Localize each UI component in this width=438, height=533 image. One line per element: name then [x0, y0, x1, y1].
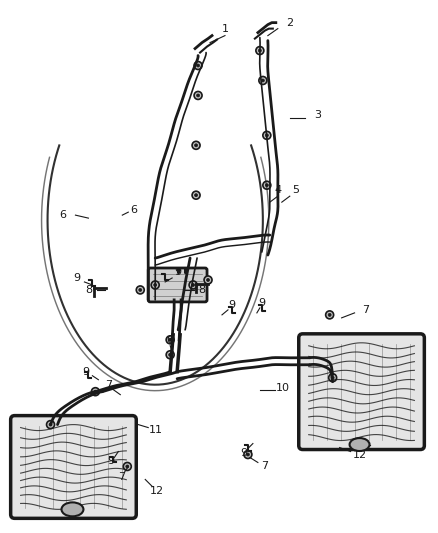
Circle shape [197, 64, 200, 67]
Circle shape [169, 353, 172, 356]
Text: 12: 12 [150, 487, 164, 496]
Circle shape [197, 94, 200, 97]
Circle shape [194, 61, 202, 69]
Circle shape [256, 46, 264, 54]
FancyBboxPatch shape [11, 416, 136, 518]
Circle shape [247, 453, 249, 456]
Text: 6: 6 [166, 335, 173, 345]
Text: 4: 4 [274, 185, 281, 195]
Circle shape [124, 463, 131, 471]
Text: 9: 9 [82, 367, 89, 377]
Text: 5: 5 [292, 185, 299, 195]
Text: 6: 6 [130, 205, 137, 215]
Ellipse shape [61, 503, 83, 516]
Text: 2: 2 [286, 18, 293, 28]
Text: 7: 7 [261, 462, 268, 472]
Text: 9: 9 [258, 298, 265, 308]
Circle shape [139, 288, 142, 292]
Text: 9: 9 [175, 267, 182, 277]
Text: 7: 7 [362, 305, 369, 315]
Circle shape [94, 390, 97, 393]
Circle shape [151, 281, 159, 289]
Circle shape [166, 336, 174, 344]
Text: 7: 7 [105, 379, 112, 390]
Circle shape [154, 284, 157, 286]
Circle shape [328, 313, 331, 317]
Text: 10: 10 [276, 383, 290, 393]
Circle shape [265, 184, 268, 187]
Circle shape [189, 281, 197, 289]
Text: 12: 12 [353, 449, 367, 459]
Text: 6: 6 [59, 210, 66, 220]
Circle shape [265, 134, 268, 137]
Circle shape [49, 423, 52, 426]
Circle shape [263, 181, 271, 189]
Circle shape [46, 421, 54, 429]
Circle shape [192, 191, 200, 199]
Circle shape [191, 284, 194, 286]
Circle shape [92, 387, 99, 395]
Circle shape [169, 338, 172, 341]
Circle shape [194, 144, 198, 147]
Circle shape [326, 311, 334, 319]
Circle shape [126, 465, 129, 468]
Text: 8: 8 [85, 285, 92, 295]
Text: 3: 3 [314, 110, 321, 120]
Circle shape [204, 276, 212, 284]
Text: 9: 9 [228, 300, 236, 310]
Text: 9: 9 [73, 273, 80, 283]
Text: 9: 9 [107, 456, 114, 466]
FancyBboxPatch shape [299, 334, 424, 449]
Text: 1: 1 [222, 23, 229, 34]
Text: 9: 9 [240, 448, 247, 457]
Circle shape [261, 79, 265, 82]
Text: 7: 7 [118, 472, 125, 482]
Text: 8: 8 [198, 285, 205, 295]
Circle shape [258, 49, 261, 52]
Circle shape [194, 92, 202, 100]
Circle shape [331, 376, 334, 379]
Ellipse shape [350, 438, 370, 451]
FancyBboxPatch shape [148, 268, 207, 302]
Text: 11: 11 [149, 425, 163, 434]
Circle shape [192, 141, 200, 149]
Circle shape [244, 450, 252, 458]
Circle shape [263, 131, 271, 139]
Circle shape [166, 351, 174, 359]
Circle shape [259, 77, 267, 84]
Circle shape [136, 286, 144, 294]
Circle shape [194, 193, 198, 197]
Circle shape [207, 278, 209, 281]
Circle shape [328, 374, 337, 382]
